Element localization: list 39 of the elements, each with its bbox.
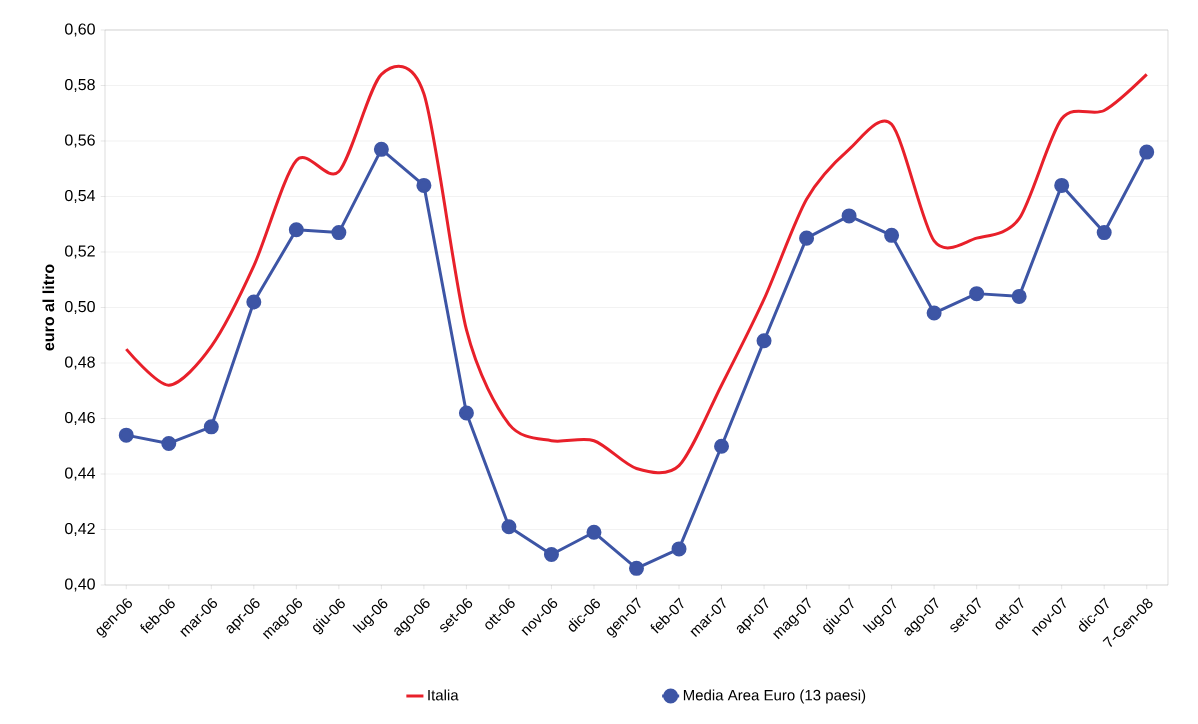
point bbox=[841, 208, 857, 224]
legend-label: Media Area Euro (13 paesi) bbox=[683, 689, 866, 704]
point bbox=[1011, 288, 1027, 304]
y-axis-title: euro al litro bbox=[42, 264, 55, 351]
point bbox=[1139, 144, 1155, 160]
point bbox=[203, 419, 219, 435]
point bbox=[118, 427, 134, 443]
point bbox=[628, 560, 644, 576]
point bbox=[1054, 177, 1070, 193]
y-tick-label: 0,44 bbox=[65, 467, 96, 481]
point bbox=[161, 435, 177, 451]
point bbox=[586, 524, 602, 540]
y-tick-label: 0,50 bbox=[65, 300, 95, 315]
point bbox=[884, 227, 900, 243]
point bbox=[501, 519, 517, 535]
point bbox=[926, 305, 942, 321]
y-tick-label: 0,58 bbox=[65, 78, 95, 93]
y-tick-label: 0,40 bbox=[65, 578, 95, 592]
point bbox=[543, 546, 559, 562]
y-tick-label: 0,46 bbox=[65, 411, 95, 426]
point bbox=[799, 230, 815, 246]
legend-label: Italia bbox=[428, 689, 459, 701]
point bbox=[246, 294, 262, 310]
point bbox=[1096, 225, 1112, 241]
point bbox=[331, 225, 347, 241]
y-tick-label: 0,60 bbox=[65, 23, 95, 37]
point bbox=[416, 177, 432, 193]
point bbox=[969, 286, 985, 302]
y-tick-label: 0,54 bbox=[65, 189, 96, 204]
point bbox=[714, 438, 730, 454]
y-tick-label: 0,52 bbox=[65, 245, 95, 259]
point bbox=[756, 333, 772, 349]
point bbox=[288, 222, 304, 238]
point bbox=[458, 405, 474, 421]
point bbox=[671, 541, 687, 557]
y-tick-label: 0,48 bbox=[65, 356, 95, 370]
y-tick-label: 0,56 bbox=[65, 134, 95, 148]
y-tick-label: 0,42 bbox=[65, 522, 95, 537]
point bbox=[373, 141, 389, 157]
